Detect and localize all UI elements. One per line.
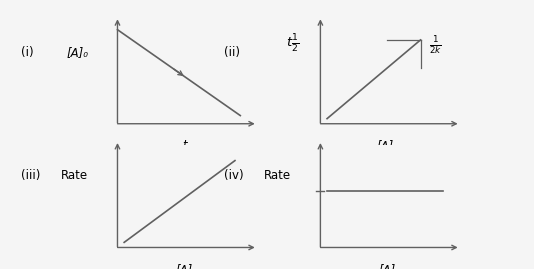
- Text: Rate: Rate: [61, 169, 88, 182]
- Text: (iii): (iii): [21, 169, 41, 182]
- Text: t: t: [182, 139, 186, 152]
- Text: [A]₀: [A]₀: [376, 139, 398, 152]
- Text: (iv): (iv): [224, 169, 244, 182]
- Text: [A]₀: [A]₀: [66, 46, 88, 59]
- Text: [A]: [A]: [379, 263, 396, 269]
- Text: Rate: Rate: [264, 169, 291, 182]
- Text: [A]: [A]: [176, 263, 193, 269]
- Text: $t\frac{1}{2}$: $t\frac{1}{2}$: [286, 33, 299, 55]
- Text: (i): (i): [21, 46, 34, 59]
- Text: (ii): (ii): [224, 46, 240, 59]
- Text: $\frac{1}{2k}$: $\frac{1}{2k}$: [428, 34, 442, 57]
